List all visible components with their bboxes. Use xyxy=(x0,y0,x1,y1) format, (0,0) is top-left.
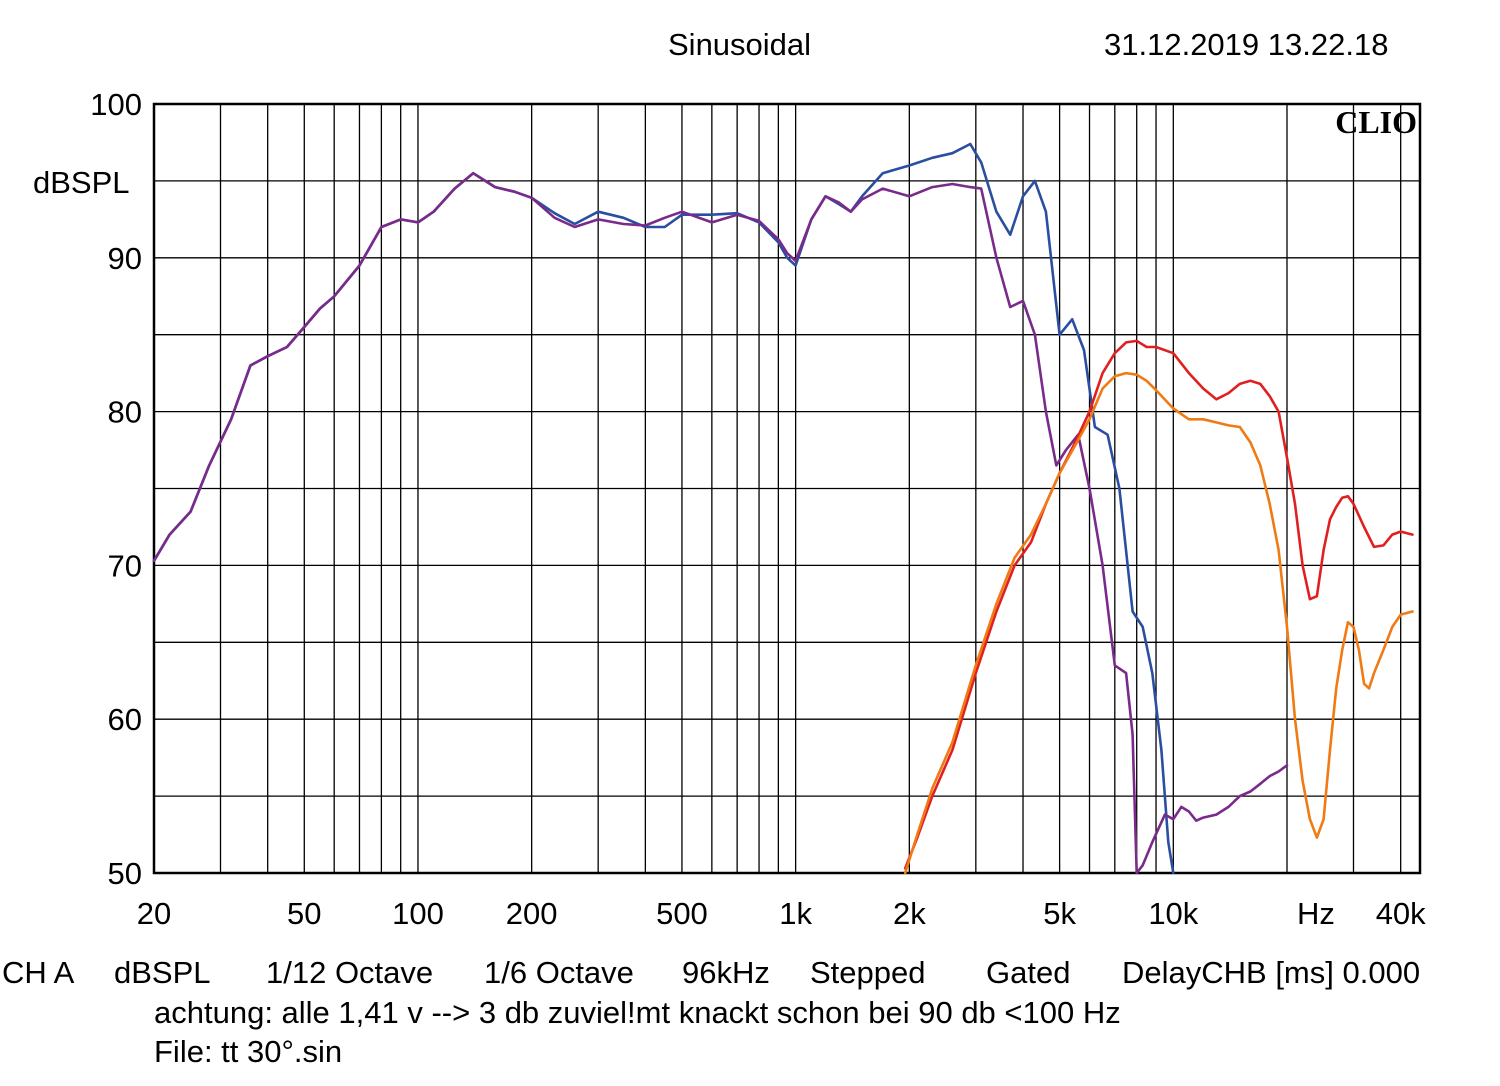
y-tick-label: 100 xyxy=(90,87,142,122)
sample-rate-label: 96kHz xyxy=(682,955,770,990)
mode-label: Stepped xyxy=(810,955,926,990)
series-line-2 xyxy=(152,171,1289,875)
x-tick-label: 40k xyxy=(1376,896,1426,931)
resolution-label: 1/12 Octave xyxy=(266,955,434,990)
series-line-1 xyxy=(152,142,1175,875)
x-tick-label: 200 xyxy=(506,896,558,931)
x-tick-label: 500 xyxy=(656,896,708,931)
x-tick-label: 10k xyxy=(1148,896,1198,931)
x-tick-label: 5k xyxy=(1043,896,1076,931)
x-tick-label: 20 xyxy=(137,896,171,931)
file-name: File: tt 30°.sin xyxy=(154,1034,343,1069)
smoothing-label: 1/6 Octave xyxy=(484,955,634,990)
y-tick-label: 60 xyxy=(108,702,142,737)
plot-frame xyxy=(152,102,1422,875)
window-label: Gated xyxy=(986,955,1071,990)
x-tick-label: 1k xyxy=(779,896,812,931)
channel-label: CH A xyxy=(2,955,75,990)
x-tick-label: 100 xyxy=(392,896,444,931)
measurement-timestamp: 31.12.2019 13.22.18 xyxy=(1104,27,1389,62)
delay-label: DelayCHB [ms] 0.000 xyxy=(1122,955,1421,990)
series-line-3 xyxy=(903,339,1414,870)
series-line-4 xyxy=(903,371,1414,875)
y-tick-label: 50 xyxy=(108,856,142,891)
unit-label: dBSPL xyxy=(114,955,211,990)
measurement-note: achtung: alle 1,41 v --> 3 db zuviel!mt … xyxy=(154,995,1121,1030)
y-tick-label: 70 xyxy=(108,548,142,583)
chart-title: Sinusoidal xyxy=(668,27,812,62)
x-tick-label: 2k xyxy=(893,896,926,931)
x-unit-label: Hz xyxy=(1297,896,1335,931)
y-tick-label: 90 xyxy=(108,241,142,276)
y-axis-label: dBSPL xyxy=(33,165,130,200)
y-tick-label: 80 xyxy=(108,395,142,430)
x-tick-label: 50 xyxy=(287,896,321,931)
clio-logo: CLIO xyxy=(1335,104,1417,140)
